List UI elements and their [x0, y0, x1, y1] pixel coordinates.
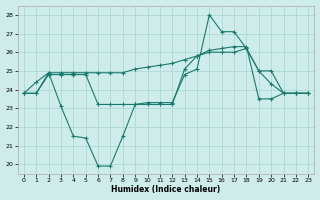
X-axis label: Humidex (Indice chaleur): Humidex (Indice chaleur) — [111, 185, 221, 194]
